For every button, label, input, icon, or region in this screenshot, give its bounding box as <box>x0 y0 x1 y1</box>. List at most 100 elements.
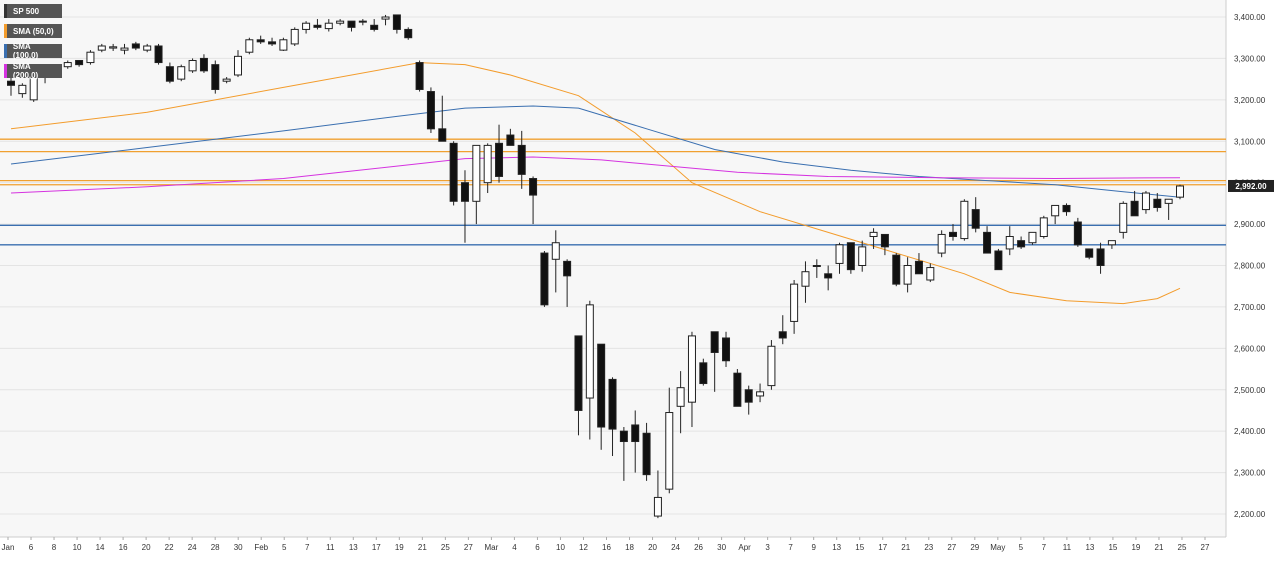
y-tick-label: 3,300.00 <box>1234 54 1266 63</box>
x-tick-label: 13 <box>349 543 358 552</box>
legend-item-sma100[interactable]: SMA (100,0) <box>4 42 62 60</box>
candle-body <box>619 430 628 443</box>
candle-body <box>1073 221 1082 246</box>
x-tick-label: 14 <box>96 543 105 552</box>
legend-item-price[interactable]: SP 500 <box>4 4 62 18</box>
x-tick-label: 25 <box>441 543 450 552</box>
x-tick-label: 17 <box>878 543 887 552</box>
y-tick-label: 2,900.00 <box>1234 220 1266 229</box>
x-tick-label: Mar <box>485 543 499 552</box>
sma-line <box>10 105 1181 198</box>
candle-body <box>165 66 174 82</box>
candle-body <box>449 142 458 202</box>
x-tick-label: 16 <box>119 543 128 552</box>
candle-body <box>676 387 685 407</box>
legend-label: SMA (100,0) <box>12 42 39 60</box>
y-tick-label: 2,400.00 <box>1234 427 1266 436</box>
candle-body <box>358 20 367 23</box>
x-tick-label: 25 <box>1178 543 1187 552</box>
candle-body <box>268 41 277 45</box>
candle-body <box>404 28 413 39</box>
candle-body <box>1051 204 1060 217</box>
candle-body <box>290 28 299 45</box>
candle-body <box>1130 200 1139 217</box>
last-price-tag <box>1228 179 1274 192</box>
candle-body <box>529 178 538 196</box>
legend-label: SMA (50,0) <box>13 26 54 36</box>
candle-body <box>324 22 333 30</box>
x-tick-label: 17 <box>372 543 381 552</box>
x-tick-label: Feb <box>254 543 268 552</box>
candle-body <box>18 84 27 95</box>
x-tick-label: 15 <box>1108 543 1117 552</box>
candle-body <box>426 91 435 130</box>
candle-body <box>506 134 515 146</box>
x-tick-label: 16 <box>602 543 611 552</box>
candle-body <box>245 39 254 53</box>
candle-body <box>790 283 799 322</box>
legend-swatch <box>4 24 7 38</box>
candle-body <box>370 24 379 30</box>
legend: SP 500 SMA (50,0) SMA (100,0) SMA (200,0… <box>4 4 62 84</box>
legend-item-sma200[interactable]: SMA (200,0) <box>4 62 62 80</box>
candle-body <box>438 128 447 142</box>
candle-body <box>585 304 594 399</box>
x-tick-label: 27 <box>464 543 473 552</box>
sma-line <box>10 156 1181 194</box>
candle-body <box>1164 198 1173 204</box>
candle-body <box>835 244 844 264</box>
candle-body <box>415 62 424 90</box>
candle-body <box>971 209 980 229</box>
y-tick-label: 2,300.00 <box>1234 469 1266 478</box>
candle-body <box>983 231 992 254</box>
x-tick-label: 7 <box>1042 543 1047 552</box>
candle-body <box>1028 231 1037 244</box>
candle-body <box>597 343 606 428</box>
candle-body <box>1141 192 1150 211</box>
candle-body <box>1119 202 1128 233</box>
candle-body <box>154 45 163 64</box>
sma-line <box>10 62 1181 305</box>
x-tick-label: 3 <box>765 543 770 552</box>
candle-body <box>381 16 390 20</box>
candle-body <box>869 231 878 238</box>
candle-body <box>858 246 867 267</box>
candle-body <box>97 45 106 51</box>
candle-body <box>1085 248 1094 258</box>
candle-body <box>608 378 617 430</box>
candle-body <box>574 335 583 411</box>
plot-background <box>0 0 1226 537</box>
candle-body <box>937 233 946 254</box>
candle-body <box>86 51 95 64</box>
candle-body <box>551 242 560 260</box>
last-price-label: 2,992.00 <box>1235 182 1267 191</box>
candle-body <box>131 43 140 49</box>
candle-body <box>495 142 504 177</box>
candle-body <box>63 62 72 68</box>
legend-item-sma50[interactable]: SMA (50,0) <box>4 24 62 38</box>
legend-label: SMA (200,0) <box>12 62 39 80</box>
x-tick-label: 19 <box>1131 543 1140 552</box>
candle-body <box>1176 185 1184 198</box>
candle-body <box>483 144 492 184</box>
candle-body <box>1017 240 1026 248</box>
candle-body <box>460 182 469 202</box>
x-tick-label: 20 <box>648 543 657 552</box>
candle-body <box>109 46 118 49</box>
x-tick-label: 20 <box>142 543 151 552</box>
candle-body <box>1096 248 1105 266</box>
x-tick-label: 29 <box>970 543 979 552</box>
x-tick-label: 5 <box>1019 543 1024 552</box>
candle-body <box>903 265 912 285</box>
x-tick-label: 6 <box>29 543 34 552</box>
legend-swatch <box>4 4 7 18</box>
candle-body <box>846 242 855 271</box>
candle-body <box>336 20 345 24</box>
x-tick-label: 26 <box>694 543 703 552</box>
candle-body <box>1062 204 1071 213</box>
x-tick-label: Jan <box>2 543 15 552</box>
x-tick-label: 10 <box>73 543 82 552</box>
candle-body <box>392 14 401 30</box>
candle-body <box>177 66 186 80</box>
